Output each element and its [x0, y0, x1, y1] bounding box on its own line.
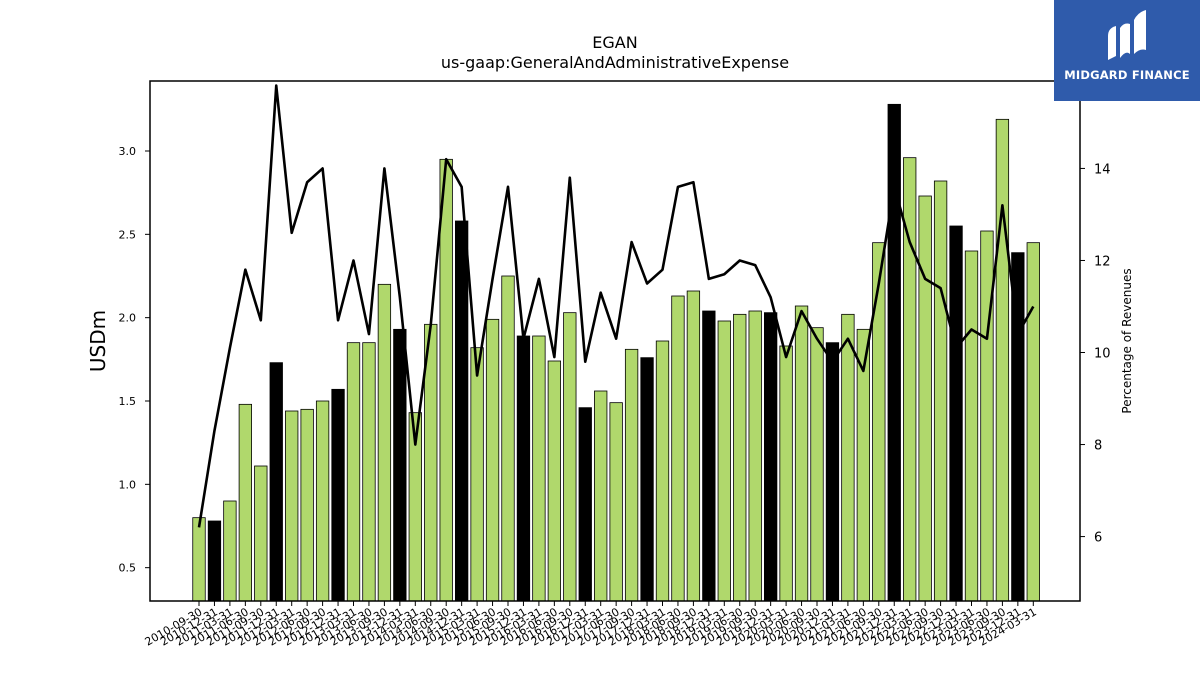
bar-2022-09-30: [933, 180, 948, 602]
line-layer: [197, 84, 1035, 528]
bar-2013-12-31: [393, 328, 407, 602]
bar-2012-03-31: [285, 410, 299, 602]
bar-2011-12-31: [269, 362, 283, 602]
bar-2011-09-30: [254, 465, 268, 602]
bar-2014-12-31: [454, 220, 469, 602]
bar-2015-06-30: [485, 318, 500, 602]
bar-2015-12-31: [516, 335, 531, 602]
y-tick-label: 2.5: [119, 228, 137, 241]
chart-subtitle: us-gaap:GeneralAndAdministrativeExpense: [441, 53, 789, 72]
midgard-finance-logo: MIDGARD FINANCE: [1054, 0, 1200, 101]
bar-2017-12-31: [640, 357, 654, 602]
y-tick-label: 1.5: [119, 395, 137, 408]
bar-2015-09-30: [501, 275, 515, 602]
bar-2023-09-30: [995, 118, 1010, 602]
bar-2018-09-30: [686, 290, 701, 602]
bar-2018-06-30: [671, 295, 685, 602]
bar-2013-09-30: [377, 283, 392, 602]
bar-2010-09-30: [192, 517, 206, 602]
bar-2021-12-31: [887, 103, 901, 602]
bar-2020-09-30: [810, 327, 824, 602]
logo-text: MIDGARD FINANCE: [1064, 68, 1190, 82]
y2-tick-label: 12: [1094, 254, 1111, 269]
bar-2016-12-31: [578, 407, 592, 602]
bar-2019-12-31: [764, 312, 778, 602]
bar-2010-12-31: [207, 520, 222, 602]
bar-2020-03-31: [779, 345, 793, 602]
bar-2015-03-31: [470, 347, 484, 602]
plot-frame: [149, 80, 1081, 602]
bar-2021-09-30: [872, 242, 886, 602]
bar-2022-12-31: [949, 225, 963, 602]
y-tick-label: 2.0: [119, 312, 137, 325]
midgard-logo-icon: [1108, 10, 1146, 60]
bar-2019-06-30: [733, 313, 747, 602]
bar-2011-03-31: [223, 500, 237, 602]
bar-2013-06-30: [362, 342, 376, 602]
bar-2023-06-30: [980, 230, 994, 602]
bar-2022-06-30: [918, 195, 932, 602]
bars-layer: [192, 103, 1040, 602]
bar-2012-06-30: [300, 408, 314, 602]
y2-tick-label: 8: [1094, 439, 1102, 454]
y2-axis-label: Percentage of Revenues: [1120, 268, 1134, 413]
y-tick-label: 3.0: [119, 145, 137, 158]
bar-2014-09-30: [439, 158, 453, 602]
bar-2023-03-31: [964, 250, 979, 602]
bar-2011-06-30: [238, 403, 253, 602]
axes-layer: 0.51.01.52.02.53.0681012142010-09-302010…: [119, 145, 1111, 649]
y2-tick-label: 14: [1094, 162, 1111, 177]
bar-2016-03-31: [532, 335, 546, 602]
bar-2012-12-31: [331, 388, 345, 602]
y-axis-label: USDm: [86, 310, 110, 372]
y2-tick-label: 10: [1094, 347, 1111, 362]
y-tick-label: 0.5: [119, 562, 137, 575]
percentage-of-revenues-line: [197, 84, 1035, 528]
bar-2018-12-31: [702, 310, 716, 602]
bar-2021-03-31: [841, 313, 855, 602]
chart-title: EGAN: [592, 33, 637, 52]
bar-2017-09-30: [624, 348, 639, 602]
bar-2017-03-31: [594, 390, 608, 602]
bar-2018-03-31: [655, 340, 670, 602]
bar-2020-06-30: [794, 305, 809, 602]
bar-2013-03-31: [346, 342, 361, 602]
bar-2020-12-31: [825, 342, 840, 602]
bar-2017-06-30: [609, 402, 623, 602]
bar-2019-09-30: [748, 310, 762, 602]
y2-tick-label: 6: [1094, 531, 1102, 546]
bar-2024-03-31: [1026, 242, 1040, 602]
bar-2012-09-30: [315, 400, 330, 602]
bar-2016-06-30: [547, 360, 561, 602]
bar-2016-09-30: [563, 312, 577, 602]
y-tick-label: 1.0: [119, 478, 137, 491]
bar-2019-03-31: [717, 320, 731, 602]
